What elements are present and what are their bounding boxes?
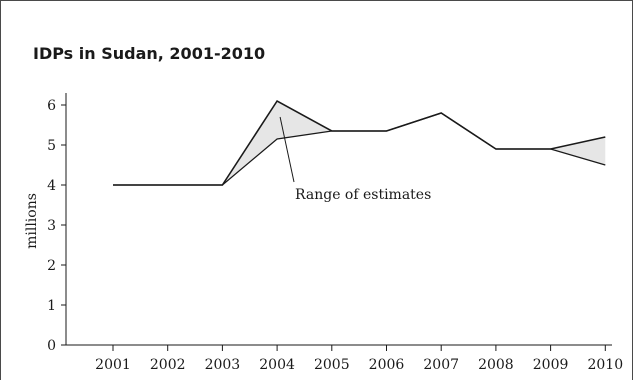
y-tick-label: 6 xyxy=(47,98,56,114)
y-tick-label: 0 xyxy=(47,338,56,354)
x-tick-label: 2001 xyxy=(95,357,131,373)
annotation-leader xyxy=(279,116,295,183)
x-tick-label: 2009 xyxy=(533,357,569,373)
series-line-low xyxy=(113,112,606,186)
x-tick-label: 2007 xyxy=(423,357,459,373)
series-line-high xyxy=(113,99,606,186)
y-axis-label: millions xyxy=(24,193,40,249)
x-tick-label: 2002 xyxy=(150,357,186,373)
y-tick-label: 5 xyxy=(47,138,56,154)
x-tick-label: 2004 xyxy=(259,357,295,373)
x-tick-label: 2008 xyxy=(478,357,514,373)
x-tick-label: 2006 xyxy=(369,357,405,373)
x-tick-label: 2003 xyxy=(205,357,241,373)
x-tick-label: 2010 xyxy=(587,357,623,373)
y-tick-label: 1 xyxy=(47,298,56,314)
annotation-label: Range of estimates xyxy=(295,187,431,203)
range-band xyxy=(113,101,606,185)
x-tick-label: 2005 xyxy=(314,357,350,373)
y-tick-label: 3 xyxy=(47,218,56,234)
y-tick-label: 2 xyxy=(47,258,56,274)
y-tick-label: 4 xyxy=(47,178,56,194)
chart-title: IDPs in Sudan, 2001-2010 xyxy=(33,44,266,63)
